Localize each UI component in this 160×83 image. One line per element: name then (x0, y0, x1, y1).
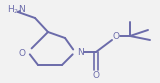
Text: H$_2$N: H$_2$N (7, 4, 26, 16)
Text: O: O (19, 48, 25, 58)
Text: O: O (92, 71, 100, 81)
Text: O: O (112, 32, 120, 41)
Text: N: N (77, 47, 83, 57)
